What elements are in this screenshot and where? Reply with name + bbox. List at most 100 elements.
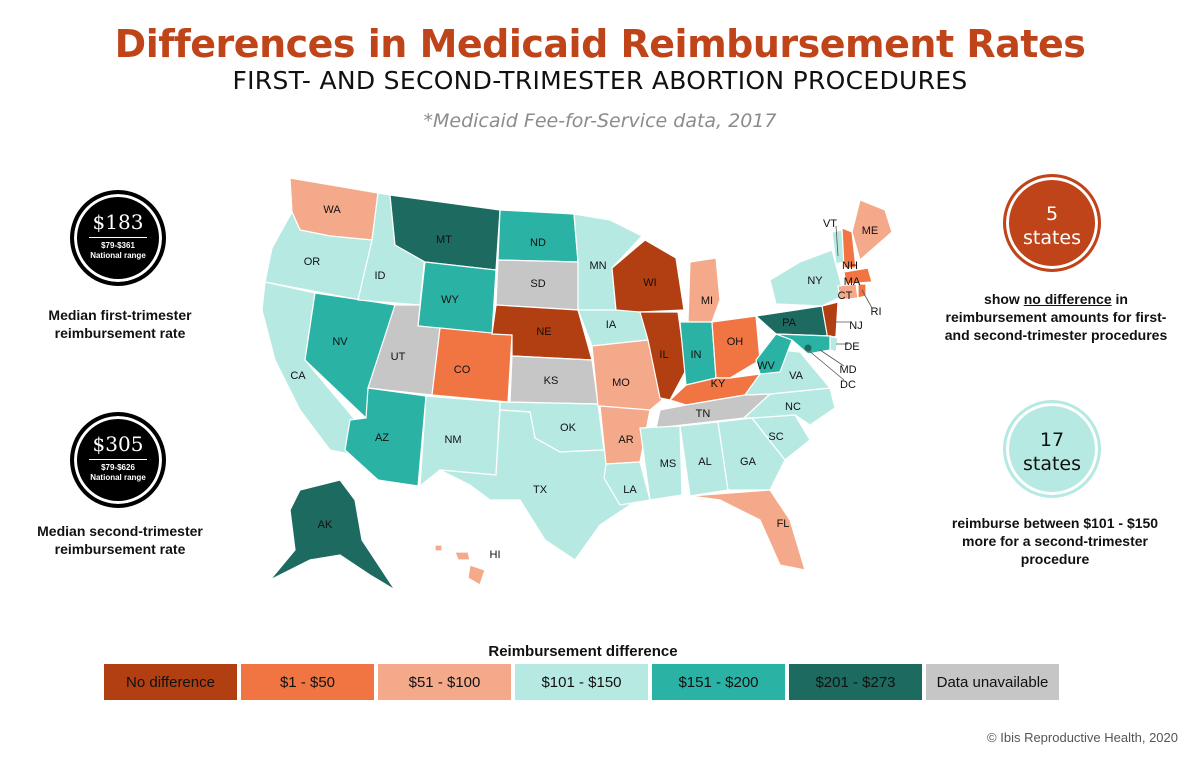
legend-item-d1-50: $1 - $50: [241, 664, 374, 700]
state-label-de: DE: [844, 341, 859, 353]
state-label-nv: NV: [332, 336, 348, 348]
state-label-ut: UT: [391, 351, 406, 363]
state-DC[interactable]: [804, 344, 812, 352]
state-ME[interactable]: [851, 199, 893, 262]
state-label-tx: TX: [533, 484, 548, 496]
state-label-nc: NC: [785, 401, 801, 413]
state-LA[interactable]: [603, 461, 651, 506]
callout-line-ri: [861, 289, 873, 309]
legend-item-d51-100: $51 - $100: [378, 664, 511, 700]
state-label-va: VA: [789, 370, 804, 382]
state-label-vt: VT: [823, 218, 837, 230]
state-label-ri: RI: [871, 306, 882, 318]
state-label-nh: NH: [842, 260, 858, 272]
state-GA[interactable]: [717, 417, 786, 491]
second-trimester-range: $79-$626: [101, 463, 135, 472]
no-difference-line3: and second-trimester procedures: [944, 327, 1168, 343]
mid-range-count: 17: [1039, 429, 1065, 451]
state-label-in: IN: [691, 349, 702, 361]
state-WV[interactable]: [755, 333, 793, 375]
legend-item-unavailable: Data unavailable: [926, 664, 1059, 700]
second-trimester-label: Median second-trimester reimbursement ra…: [10, 522, 230, 558]
state-label-co: CO: [454, 364, 471, 376]
state-FL[interactable]: [689, 489, 806, 571]
state-MO[interactable]: [591, 339, 663, 411]
mid-range-count-badge: 17 states: [1003, 400, 1101, 498]
state-label-fl: FL: [777, 518, 790, 530]
legend: No difference $1 - $50 $51 - $100 $101 - $1…: [104, 664, 1059, 700]
legend-item-d151-200: $151 - $200: [652, 664, 785, 700]
state-label-tn: TN: [696, 408, 711, 420]
no-difference-description: show no difference in reimbursement amou…: [925, 290, 1187, 344]
first-trimester-median-value: $183: [92, 210, 144, 234]
state-MA[interactable]: [843, 267, 873, 285]
state-OH[interactable]: [711, 315, 761, 379]
legend-item-d101-150: $101 - $150: [515, 664, 648, 700]
no-difference-line1-post: in: [1111, 291, 1128, 307]
callout-line-vt: [835, 225, 839, 257]
state-MI[interactable]: [687, 257, 721, 323]
no-difference-line2: reimbursement amounts for first-: [945, 309, 1167, 325]
state-NH[interactable]: [841, 227, 857, 269]
state-label-ks: KS: [544, 375, 559, 387]
first-trimester-median-badge: $183 $79-$361 National range: [70, 190, 166, 286]
state-label-nm: NM: [444, 434, 461, 446]
first-trimester-label: Median first-trimester reimbursement rat…: [20, 306, 220, 342]
state-label-ma: MA: [844, 276, 861, 288]
callout-line-dc: [807, 349, 845, 381]
mid-range-line2: more for a second-trimester: [962, 533, 1148, 549]
state-label-sd: SD: [530, 278, 545, 290]
state-labels: WA OR CA NV ID MT WY UT CO AZ NM ND SD NE KS OK TX MN IA MO…: [290, 204, 881, 561]
second-trimester-label-line1: Median second-trimester: [37, 523, 203, 539]
state-WI[interactable]: [611, 239, 685, 313]
second-trimester-label-line2: reimbursement rate: [54, 541, 186, 557]
state-TX[interactable]: [439, 409, 631, 561]
page-subtitle: FIRST- AND SECOND-TRIMESTER ABORTION PRO…: [232, 66, 968, 95]
state-label-md: MD: [839, 364, 856, 376]
no-difference-count-unit: states: [1022, 227, 1082, 249]
state-label-il: IL: [659, 349, 668, 361]
state-label-ak: AK: [318, 519, 333, 531]
state-label-wi: WI: [643, 277, 656, 289]
state-label-ct: CT: [838, 290, 853, 302]
state-label-ar: AR: [618, 434, 633, 446]
state-MD[interactable]: [775, 333, 831, 355]
state-label-mn: MN: [589, 260, 606, 272]
state-label-mo: MO: [612, 377, 630, 389]
state-label-or: OR: [304, 256, 321, 268]
state-NJ[interactable]: [821, 301, 839, 341]
state-label-mt: MT: [436, 234, 452, 246]
badge-divider: [89, 237, 147, 238]
state-label-me: ME: [862, 225, 879, 237]
first-trimester-label-line2: reimbursement rate: [54, 325, 186, 341]
state-RI[interactable]: [857, 283, 867, 299]
mid-range-line1: reimburse between $101 - $150: [951, 515, 1159, 531]
no-difference-emphasis: no difference: [1023, 291, 1112, 307]
state-label-nj: NJ: [849, 320, 862, 332]
first-trimester-label-line1: Median first-trimester: [48, 307, 192, 323]
state-label-wy: WY: [441, 294, 459, 306]
state-label-hi: HI: [490, 549, 501, 561]
no-difference-line1-pre: show: [984, 291, 1024, 307]
state-label-oh: OH: [727, 336, 744, 348]
state-label-la: LA: [623, 484, 637, 496]
state-MS[interactable]: [639, 425, 683, 501]
no-difference-count-badge: 5 states: [1003, 174, 1101, 272]
mid-range-count-unit: states: [1022, 453, 1082, 475]
first-trimester-range-label: National range: [90, 251, 146, 260]
second-trimester-range-label: National range: [90, 473, 146, 482]
second-trimester-median-badge: $305 $79-$626 National range: [70, 412, 166, 508]
state-CO[interactable]: [431, 327, 513, 403]
state-label-al: AL: [698, 456, 711, 468]
state-label-wv: WV: [757, 360, 775, 372]
badge-divider: [89, 459, 147, 460]
no-difference-count: 5: [1045, 203, 1059, 225]
state-AK[interactable]: [269, 479, 396, 591]
callout-line-md: [819, 349, 845, 367]
state-label-ca: CA: [290, 370, 306, 382]
state-label-mi: MI: [701, 295, 713, 307]
page-title: Differences in Medicaid Reimbursement Ra…: [114, 22, 1086, 66]
state-label-ga: GA: [740, 456, 757, 468]
state-HI[interactable]: [434, 544, 486, 586]
